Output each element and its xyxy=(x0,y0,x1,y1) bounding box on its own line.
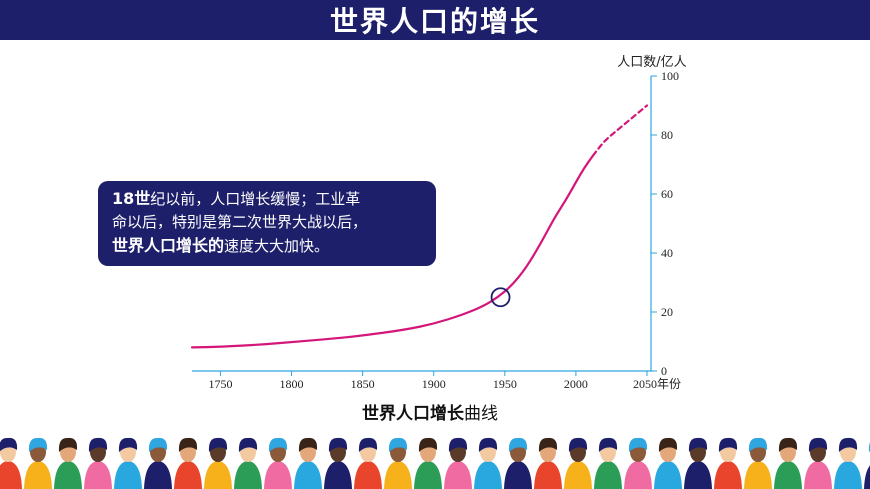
person-hair-icon xyxy=(628,437,648,452)
x-tick-label: 2000 xyxy=(564,377,588,391)
person-body-icon xyxy=(204,461,232,489)
person-hair-icon xyxy=(448,437,468,452)
person-hair-icon xyxy=(118,437,138,452)
person-hair-icon xyxy=(478,437,498,452)
callout-line-2: 命以后，特别是第二次世界大战以后， xyxy=(112,213,368,231)
callout-bold-1: 18世 xyxy=(112,189,151,208)
highlight-circle xyxy=(490,287,511,308)
person-hair-icon xyxy=(328,437,348,452)
person-body-icon xyxy=(24,461,52,489)
y-tick-label: 80 xyxy=(661,128,673,142)
person-body-icon xyxy=(444,461,472,489)
x-tick-label: 1900 xyxy=(422,377,446,391)
person-hair-icon xyxy=(148,437,168,452)
person-hair-icon xyxy=(298,437,318,452)
person-body-icon xyxy=(684,461,712,489)
person-hair-icon xyxy=(778,437,798,452)
population-line xyxy=(190,154,595,349)
caption-rest: 曲线 xyxy=(464,404,498,424)
person-body-icon xyxy=(114,461,142,489)
person-hair-icon xyxy=(178,437,198,452)
x-tick-label: 2050年份 xyxy=(633,377,681,391)
person-hair-icon xyxy=(358,437,378,452)
callout-line-3: 世界人口增长的速度大大加快。 xyxy=(112,234,422,258)
person-body-icon xyxy=(834,461,862,489)
person-hair-icon xyxy=(658,437,678,452)
person-hair-icon xyxy=(418,437,438,452)
person-hair-icon xyxy=(718,437,738,452)
person-body-icon xyxy=(864,465,870,489)
callout-text-1: 纪以前，人口增长缓慢；工业革 xyxy=(150,190,361,208)
y-tick-label: 20 xyxy=(661,305,673,319)
person-hair-icon xyxy=(838,437,858,452)
person-body-icon xyxy=(144,461,172,489)
person-body-icon xyxy=(624,461,652,489)
person-body-icon xyxy=(504,461,532,489)
person-body-icon xyxy=(84,461,112,489)
callout-text-3: 速度大大加快。 xyxy=(224,237,330,255)
person-body-icon xyxy=(324,461,352,489)
person-body-icon xyxy=(534,461,562,489)
person-hair-icon xyxy=(238,437,258,452)
person-body-icon xyxy=(564,461,592,489)
person-body-icon xyxy=(474,461,502,489)
person-hair-icon xyxy=(28,437,48,452)
callout-box: 18世纪以前，人口增长缓慢；工业革 命以后，特别是第二次世界大战以后， 世界人口… xyxy=(98,181,436,266)
person-body-icon xyxy=(594,461,622,489)
person-hair-icon xyxy=(748,437,768,452)
title-bar: 世界人口的增长 xyxy=(0,0,870,40)
person-hair-icon xyxy=(688,437,708,452)
person-body-icon xyxy=(0,461,22,489)
person-body-icon xyxy=(714,461,742,489)
person-hair-icon xyxy=(268,437,288,452)
person-body-icon xyxy=(384,461,412,489)
caption-bold: 世界人口增长 xyxy=(362,404,464,424)
person-body-icon xyxy=(774,461,802,489)
y-tick-label: 0 xyxy=(661,364,667,378)
callout-line-1: 18世纪以前，人口增长缓慢；工业革 xyxy=(112,187,422,211)
x-tick-label: 1850 xyxy=(351,377,375,391)
person-hair-icon xyxy=(388,437,408,452)
person-hair-icon xyxy=(0,437,18,452)
y-tick-label: 40 xyxy=(661,246,673,260)
person-body-icon xyxy=(294,461,322,489)
person-hair-icon xyxy=(808,437,828,452)
person-hair-icon xyxy=(208,437,228,452)
person-hair-icon xyxy=(538,437,558,452)
y-axis-label: 人口数/亿人 xyxy=(617,55,686,70)
person-body-icon xyxy=(744,461,772,489)
person-hair-icon xyxy=(508,437,528,452)
y-tick-label: 100 xyxy=(661,69,679,83)
person-body-icon xyxy=(234,461,262,489)
person-body-icon xyxy=(804,461,832,489)
y-tick-label: 60 xyxy=(661,187,673,201)
person-body-icon xyxy=(54,461,82,489)
person-body-icon xyxy=(414,461,442,489)
person-hair-icon xyxy=(88,437,108,452)
person-hair-icon xyxy=(58,437,78,452)
x-tick-label: 1950 xyxy=(493,377,517,391)
x-tick-label: 1800 xyxy=(280,377,304,391)
callout-bold-3: 世界人口增长的 xyxy=(112,236,225,255)
x-tick-label: 1750 xyxy=(208,377,232,391)
chart-caption: 世界人口增长曲线 xyxy=(0,399,870,424)
person-body-icon xyxy=(264,461,292,489)
person-body-icon xyxy=(174,461,202,489)
person-body-icon xyxy=(354,461,382,489)
person-hair-icon xyxy=(598,437,618,452)
person-hair-icon xyxy=(568,437,588,452)
projection-line xyxy=(591,104,649,157)
person-body-icon xyxy=(654,461,682,489)
page-title: 世界人口的增长 xyxy=(329,5,540,38)
